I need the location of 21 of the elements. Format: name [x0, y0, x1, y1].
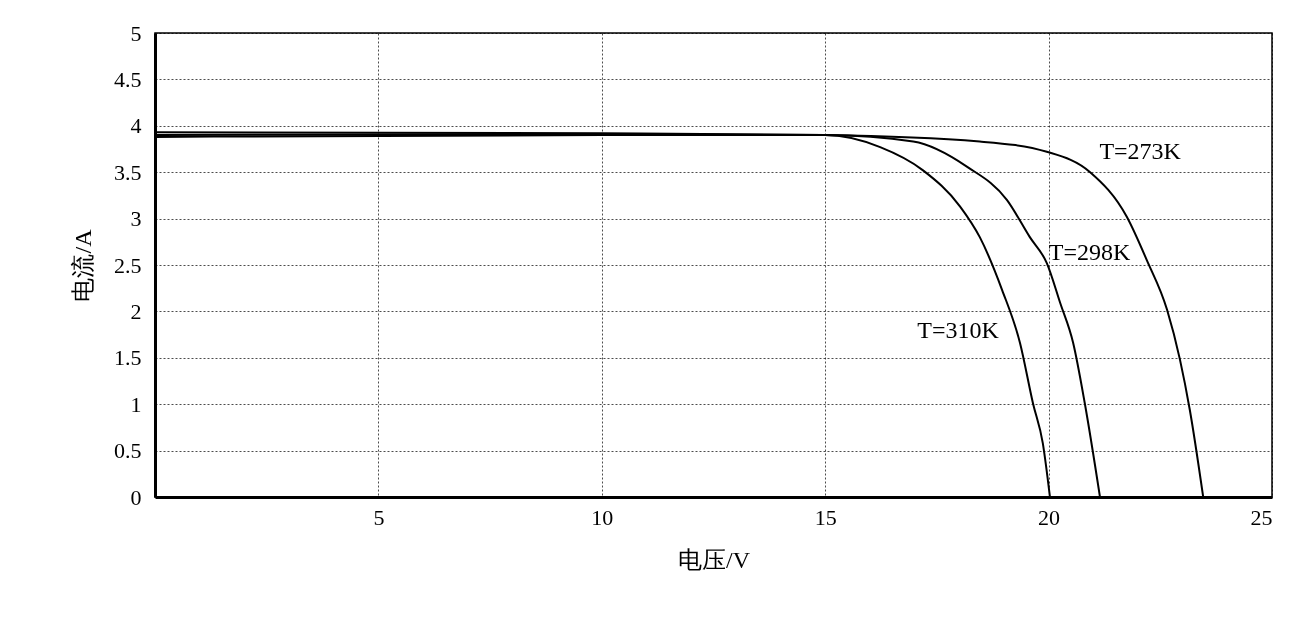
x-tick-label: 10	[591, 504, 614, 530]
y-tick-label: 0.5	[114, 438, 142, 464]
x-tick-label: 5	[373, 504, 385, 530]
y-tick-label: 4.5	[114, 66, 142, 92]
y-tick-label: 2	[130, 298, 142, 324]
x-tick-label: 25	[1250, 504, 1273, 530]
series-label: T=310K	[917, 316, 1000, 343]
series-label: T=273K	[1099, 138, 1182, 165]
x-axis-title: 电压/V	[678, 546, 751, 573]
y-tick-label: 1	[130, 391, 142, 417]
y-tick-label: 3	[130, 206, 142, 232]
y-axis-title: 电流/A	[70, 228, 96, 302]
y-tick-label: 1.5	[114, 345, 142, 371]
y-tick-label: 4	[130, 113, 142, 139]
y-tick-label: 3.5	[114, 159, 142, 185]
x-tick-label: 20	[1038, 504, 1061, 530]
y-tick-label: 0	[130, 484, 142, 510]
series-label: T=298K	[1048, 239, 1132, 266]
y-tick-label: 2.5	[114, 252, 142, 278]
y-tick-label: 5	[130, 20, 142, 46]
x-tick-label: 15	[814, 504, 837, 530]
